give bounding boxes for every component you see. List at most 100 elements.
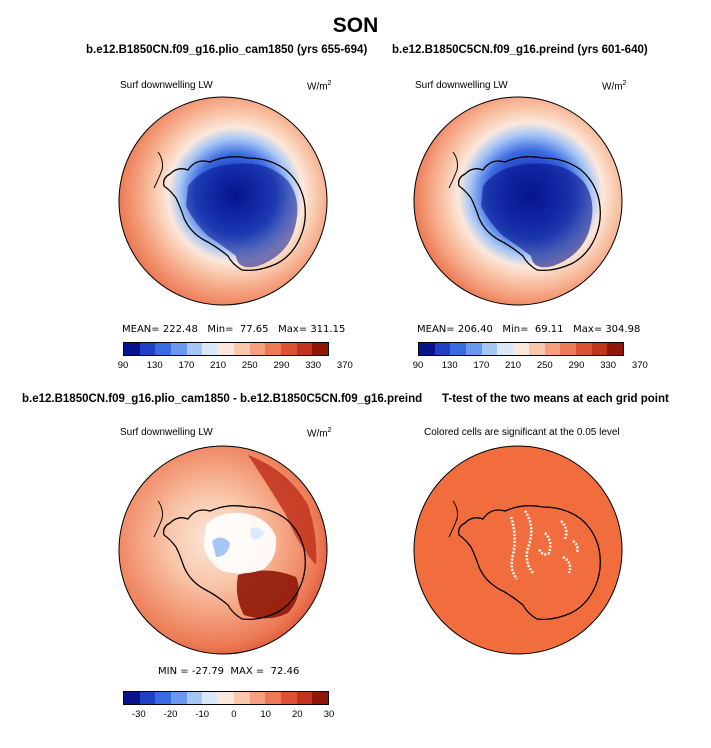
coastline-difference bbox=[162, 505, 306, 621]
diff-swatch-4 bbox=[186, 692, 203, 704]
abs2-swatch-8 bbox=[544, 343, 561, 355]
abs2-swatch-9 bbox=[560, 343, 576, 355]
diff-swatch-10 bbox=[280, 692, 297, 704]
map-plio bbox=[118, 96, 328, 306]
diff-tick-label: -20 bbox=[163, 709, 178, 720]
abs1-swatch-1 bbox=[139, 343, 156, 355]
units-label-difference: W/m2 bbox=[307, 427, 332, 440]
diff-tick-label: 0 bbox=[231, 709, 237, 720]
map-border-preind bbox=[413, 96, 623, 306]
units-label-plio: W/m2 bbox=[307, 80, 332, 93]
units-label-preind: W/m2 bbox=[602, 80, 627, 93]
diff-swatch-6 bbox=[218, 692, 234, 704]
abs2-swatch-11 bbox=[591, 343, 608, 355]
variable-label-preind: Surf downwelling LW bbox=[415, 80, 508, 91]
abs2-tick-label: 250 bbox=[536, 360, 553, 371]
abs2-swatch-5 bbox=[497, 343, 514, 355]
abs1-tick-label: 370 bbox=[336, 360, 353, 371]
diff-swatch-0 bbox=[124, 692, 140, 704]
diff-swatch-7 bbox=[233, 692, 250, 704]
colorbar-labels-preind: 90 130 170 210 250 290 330 370 bbox=[413, 360, 648, 372]
colorbar-preind bbox=[418, 342, 624, 356]
diff-swatch-2 bbox=[155, 692, 172, 704]
peninsula-plio bbox=[153, 151, 163, 189]
panel-title-difference: b.e12.B1850CN.f09_g16.plio_cam1850 - b.e… bbox=[22, 393, 423, 405]
coastline-ttest bbox=[457, 505, 601, 621]
diff-swatch-12 bbox=[312, 692, 328, 704]
abs2-tick-label: 210 bbox=[505, 360, 521, 371]
abs2-swatch-6 bbox=[513, 343, 529, 355]
diff-high-sector bbox=[236, 570, 299, 619]
season-title: SON bbox=[332, 14, 379, 37]
map-border-plio bbox=[118, 96, 328, 306]
map-preind bbox=[413, 96, 623, 306]
abs1-tick-label: 170 bbox=[178, 360, 195, 371]
abs2-swatch-12 bbox=[607, 343, 623, 355]
abs2-swatch-7 bbox=[528, 343, 545, 355]
abs1-swatch-2 bbox=[155, 343, 172, 355]
peninsula-preind bbox=[448, 151, 458, 189]
ttest-subtitle: Colored cells are significant at the 0.0… bbox=[424, 427, 620, 438]
non-significant-cells bbox=[509, 510, 579, 580]
diff-tick-label: 30 bbox=[323, 709, 335, 720]
stats-difference: MIN = -27.79 MAX = 72.46 bbox=[158, 666, 300, 677]
coastline-preind bbox=[457, 156, 601, 272]
significance-fill bbox=[414, 446, 622, 654]
peninsula-ttest bbox=[448, 500, 458, 538]
abs1-tick-label: 250 bbox=[241, 360, 258, 371]
abs1-swatch-6 bbox=[218, 343, 234, 355]
map-border-ttest bbox=[413, 445, 623, 655]
diff-tick-label: -30 bbox=[131, 709, 146, 720]
abs1-swatch-4 bbox=[186, 343, 203, 355]
abs1-swatch-12 bbox=[312, 343, 328, 355]
diff-swatch-3 bbox=[171, 692, 187, 704]
abs1-swatch-7 bbox=[233, 343, 250, 355]
abs2-swatch-3 bbox=[466, 343, 482, 355]
abs1-tick-label: 210 bbox=[210, 360, 226, 371]
map-ttest bbox=[413, 445, 623, 655]
abs1-swatch-3 bbox=[171, 343, 187, 355]
diff-swatch-8 bbox=[249, 692, 266, 704]
map-border-difference bbox=[118, 445, 328, 655]
diff-swatch-1 bbox=[139, 692, 156, 704]
diff-high-north bbox=[248, 455, 317, 565]
peninsula-difference bbox=[153, 500, 163, 538]
abs1-tick-label: 330 bbox=[305, 360, 322, 371]
abs1-swatch-9 bbox=[265, 343, 281, 355]
antarctica-core-preind bbox=[481, 163, 593, 268]
abs2-swatch-2 bbox=[450, 343, 467, 355]
abs2-swatch-0 bbox=[419, 343, 435, 355]
stats-preind: MEAN= 206.40 Min= 69.11 Max= 304.98 bbox=[417, 324, 641, 335]
abs1-swatch-11 bbox=[296, 343, 313, 355]
abs1-swatch-8 bbox=[249, 343, 266, 355]
abs2-tick-label: 170 bbox=[473, 360, 490, 371]
abs2-tick-label: 130 bbox=[441, 360, 458, 371]
colorbar-plio bbox=[123, 342, 329, 356]
diff-tick-label: 20 bbox=[292, 709, 303, 720]
panel-title-preind: b.e12.B1850C5CN.f09_g16.preind (yrs 601-… bbox=[392, 44, 648, 56]
diff-tick-label: -10 bbox=[195, 709, 210, 720]
abs2-tick-label: 370 bbox=[631, 360, 648, 371]
abs2-tick-label: 90 bbox=[412, 360, 424, 371]
diff-negative-patch-2 bbox=[250, 527, 264, 540]
antarctica-core-plio bbox=[186, 163, 298, 268]
diff-tick-label: 10 bbox=[260, 709, 271, 720]
abs2-tick-label: 290 bbox=[568, 360, 585, 371]
abs1-tick-label: 130 bbox=[146, 360, 163, 371]
abs2-tick-label: 330 bbox=[600, 360, 617, 371]
abs1-swatch-0 bbox=[124, 343, 140, 355]
abs2-swatch-10 bbox=[575, 343, 592, 355]
diff-swatch-5 bbox=[202, 692, 219, 704]
panel-title-ttest: T-test of the two means at each grid poi… bbox=[442, 393, 669, 405]
abs1-tick-label: 290 bbox=[273, 360, 290, 371]
panel-title-plio: b.e12.B1850CN.f09_g16.plio_cam1850 (yrs … bbox=[86, 44, 368, 56]
diff-swatch-11 bbox=[296, 692, 313, 704]
variable-label-plio: Surf downwelling LW bbox=[120, 80, 213, 91]
abs1-swatch-10 bbox=[280, 343, 297, 355]
diff-neutral-plateau bbox=[204, 512, 277, 574]
colorbar-labels-plio: 90 130 170 210 250 290 330 370 bbox=[118, 360, 353, 372]
diff-swatch-9 bbox=[265, 692, 281, 704]
variable-label-difference: Surf downwelling LW bbox=[120, 427, 213, 438]
coastline-plio bbox=[162, 156, 306, 272]
abs1-tick-label: 90 bbox=[117, 360, 129, 371]
